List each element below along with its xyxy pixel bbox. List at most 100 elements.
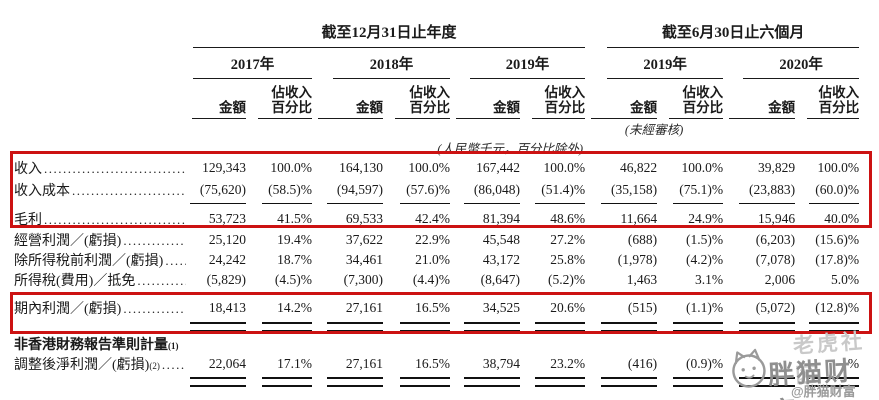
row-label: 所得稅(費用)／抵免: [14, 274, 136, 289]
pct-value-cell: 19.4%: [277, 232, 312, 247]
row-label-cell: 經營利潤／(虧損)...............................…: [14, 230, 186, 250]
pct-value-cell: 16.5%: [415, 300, 450, 315]
row-label-cell: 所得稅(費用)／抵免..............................…: [14, 270, 186, 290]
row-label: 毛利: [14, 213, 42, 228]
pct-value-cell: 5.0%: [830, 272, 860, 287]
amount-value-cell: (23,883): [748, 182, 796, 197]
amount-value-cell: 129,343: [202, 160, 246, 175]
single-rule: [601, 203, 658, 204]
double-rule: [601, 322, 658, 332]
double-rule: [673, 377, 724, 387]
pct-value-cell: 100.0%: [408, 160, 450, 175]
single-rule: [535, 203, 586, 204]
table-row: 收入......................................…: [14, 157, 859, 179]
pct-value-cell: 3.1%: [694, 272, 724, 287]
amount-value-cell: 81,394: [482, 211, 520, 226]
pct-value-cell: (1.1)%: [685, 300, 724, 315]
double-rule: [739, 322, 796, 332]
row-label: 收入成本: [14, 184, 70, 199]
single-rule: [262, 292, 312, 293]
table-body: 收入......................................…: [14, 157, 860, 388]
dot-leader: ........................................…: [165, 253, 186, 268]
year-header-2019-h1: 2019年: [607, 53, 724, 79]
double-rule: [809, 377, 860, 387]
currency-unit-note: (人民幣千元，百分比除外): [437, 142, 584, 156]
group-header-annual: 截至12月31日止年度: [193, 21, 586, 48]
pct-value-cell: (75.1)%: [679, 182, 724, 197]
amount-value-cell: 164,130: [339, 160, 383, 175]
sub-header-row: 金額 佔收入 百分比 金額 佔收入 百分比 金額 佔收入 百分比 金額 佔收入 百分比 …: [14, 79, 860, 119]
amount-value-cell: 46,822: [619, 160, 658, 175]
pct-of-revenue-header: 佔收入 百分比: [669, 85, 724, 119]
amount-value-cell: (5,829): [206, 272, 246, 287]
amount-value-cell: 11,664: [620, 211, 658, 226]
group-header-annual-label: 截至12月31日止年度: [321, 25, 457, 41]
single-rule: [190, 292, 246, 293]
amount-header: 金額: [192, 100, 246, 119]
single-rule: [464, 292, 520, 293]
dot-leader: ........................................…: [44, 212, 186, 227]
pct-value-cell: 16.5%: [415, 356, 450, 371]
pct-value-cell: (51.4)%: [541, 182, 586, 197]
single-rule: [673, 203, 724, 204]
amount-header: 金額: [456, 100, 520, 119]
row-label: 期內利潤／(虧損): [14, 302, 122, 317]
income-statement-table: 截至12月31日止年度 截至6月30日止六個月 2017年 2018年 2019…: [14, 18, 860, 388]
amount-header: 金額: [318, 100, 383, 119]
single-rule: [190, 203, 246, 204]
row-label: 調整後淨利潤／(虧損): [14, 358, 150, 373]
year-header-2017: 2017年: [193, 53, 312, 79]
single-rule: [601, 292, 658, 293]
amount-value-cell: (86,048): [473, 182, 520, 197]
pct-value-cell: 100.0%: [681, 160, 724, 175]
pct-value-cell: (0.9)%: [685, 356, 724, 371]
pct-value-cell: 40.0%: [824, 211, 860, 226]
amount-value-cell: 2,006: [764, 272, 796, 287]
double-rule: [673, 322, 724, 332]
pct-value-cell: 18.7%: [277, 252, 312, 267]
pct-value-cell: 20.6%: [550, 300, 586, 315]
amount-value-cell: 43,172: [482, 252, 520, 267]
year-header-row: 2017年 2018年 2019年 2019年 2020年: [14, 48, 860, 79]
double-rule: [464, 377, 520, 387]
dot-leader: ........................................…: [137, 273, 186, 288]
pct-value-cell: (4.4)%: [412, 272, 450, 287]
single-rule: [400, 203, 450, 204]
amount-value-cell: 53,723: [208, 211, 246, 226]
single-rule: [809, 203, 860, 204]
group-header-interim: 截至6月30日止六個月: [607, 21, 860, 48]
amount-value-cell: 45,548: [482, 232, 520, 247]
double-rule: [464, 322, 520, 332]
single-rule: [739, 203, 796, 204]
amount-value-cell: (688): [627, 232, 658, 247]
table-row: 經營利潤／(虧損)...............................…: [14, 230, 859, 250]
year-header-2020-h1: 2020年: [743, 53, 860, 79]
row-label-cell: 非香港財務報告準則計量 (1): [14, 333, 859, 354]
row-label-cell: 期內利潤／(虧損)...............................…: [14, 297, 186, 319]
double-rule: [400, 322, 450, 332]
rule-row: [14, 319, 860, 333]
double-rule: [535, 377, 586, 387]
amount-value-cell: (1,978): [617, 252, 658, 267]
unit-note-row: (人民幣千元，百分比除外): [14, 138, 859, 157]
unaudited-note-row: (未經審核): [14, 119, 859, 138]
pct-value-cell: 14.2%: [277, 300, 312, 315]
pct-value-cell: 100.0%: [817, 160, 860, 175]
amount-value-cell: 69,533: [345, 211, 383, 226]
single-rule: [262, 203, 312, 204]
double-rule: [190, 322, 246, 332]
pct-value-cell: 100.0%: [543, 160, 586, 175]
pct-value-cell: (4.2)%: [685, 252, 724, 267]
row-label-cell: 調整後淨利潤／(虧損)(2)..........................…: [14, 354, 186, 374]
pct-value-cell: 100.0%: [270, 160, 312, 175]
rule-row: [14, 201, 860, 208]
table-row: 期內利潤／(虧損)...............................…: [14, 297, 859, 319]
rule-row: [14, 290, 860, 297]
double-rule: [739, 377, 796, 387]
row-label: 非香港財務報告準則計量: [14, 337, 168, 353]
amount-value-cell: (5,072): [755, 300, 796, 315]
row-label-cell: 毛利......................................…: [14, 208, 186, 230]
row-label: 經營利潤／(虧損): [14, 234, 122, 249]
amount-value-cell: 15,946: [757, 211, 796, 226]
double-rule: [327, 377, 383, 387]
